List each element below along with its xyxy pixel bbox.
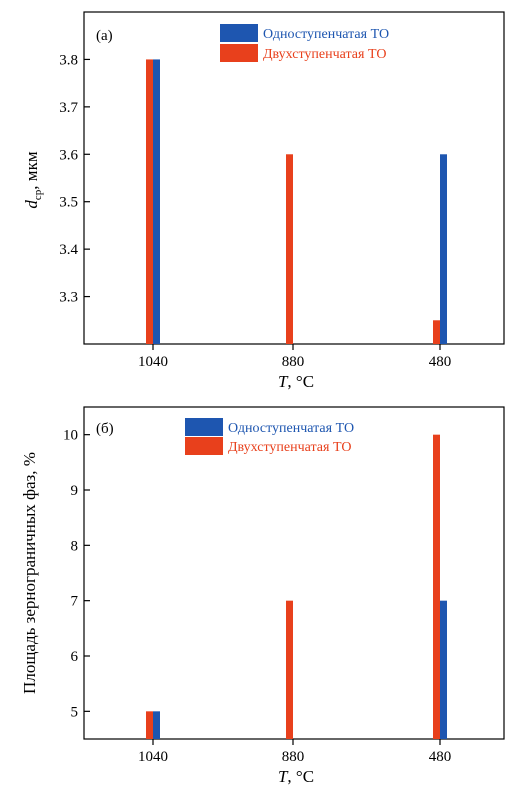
panel-a-legend-label-double: Двухступенчатая ТО bbox=[263, 47, 386, 62]
panel-a-x-ticks: 1040 880 480 bbox=[138, 344, 451, 370]
panel-b-y-ticks: 5 6 7 8 9 10 bbox=[63, 428, 90, 720]
panel-b-bars bbox=[146, 434, 447, 739]
panel-a-y-tick-label: 3.7 bbox=[59, 100, 78, 116]
panel-a-x-tick-label: 1040 bbox=[138, 354, 168, 370]
panel-a-legend: Одноступенчатая ТО Двухступенчатая ТО bbox=[220, 24, 389, 62]
panel-a-y-tick-label: 3.3 bbox=[59, 290, 78, 306]
panel-b-x-axis-label: T, °C bbox=[278, 767, 314, 786]
panel-a-y-tick-label: 3.5 bbox=[59, 195, 78, 211]
panel-b-x-tick-label: 880 bbox=[282, 749, 305, 765]
panel-b-bar-single-480 bbox=[440, 600, 447, 739]
panel-a-bar-single-1040 bbox=[153, 59, 160, 345]
panel-b-legend: Одноступенчатая ТО Двухступенчатая ТО bbox=[185, 418, 354, 455]
panel-a-x-axis-label: T, °C bbox=[278, 372, 314, 391]
panel-a-bar-double-1040 bbox=[146, 59, 153, 345]
panel-b-y-axis-label: Площадь зернограничных фаз, % bbox=[20, 452, 39, 694]
panel-b-x-ticks: 1040 880 480 bbox=[138, 739, 451, 765]
panel-b-label: (б) bbox=[96, 421, 114, 437]
panel-a-bars bbox=[146, 59, 447, 345]
panel-b-legend-swatch-double bbox=[185, 437, 223, 455]
panel-a-y-tick-label: 3.8 bbox=[59, 52, 78, 68]
panel-b-bar-double-480 bbox=[433, 434, 440, 739]
panel-a-plot-frame bbox=[83, 11, 505, 345]
panel-a-legend-swatch-single bbox=[220, 24, 258, 42]
panel-b-legend-label-single: Одноступенчатая ТО bbox=[228, 421, 354, 436]
panel-b-x-tick-label: 480 bbox=[429, 749, 452, 765]
panel-a-y-tick-label: 3.6 bbox=[59, 147, 78, 163]
panel-b-y-tick-label: 7 bbox=[71, 594, 79, 610]
panel-b-x-tick-label: 1040 bbox=[138, 749, 168, 765]
panel-a-bar-double-480 bbox=[433, 320, 440, 344]
panel-b-y-tick-label: 5 bbox=[71, 704, 79, 720]
panel-b-bar-double-880 bbox=[286, 600, 293, 739]
panel-a-label: (a) bbox=[96, 28, 113, 44]
panel-a-y-axis-label: dср, мкм bbox=[22, 151, 44, 208]
panel-a-y-tick-label: 3.4 bbox=[59, 242, 78, 258]
panel-b-legend-swatch-single bbox=[185, 418, 223, 436]
panel-a-bar-double-880 bbox=[286, 154, 293, 344]
panel-b-y-tick-label: 6 bbox=[71, 649, 79, 665]
panel-a-x-tick-label: 480 bbox=[429, 354, 452, 370]
panel-b-y-tick-label: 10 bbox=[63, 428, 78, 444]
panel-b: (б) 5 6 7 8 9 10 1040 880 480 Одноступенчатая Т… bbox=[20, 406, 505, 786]
panel-a-y-ticks: 3.3 3.4 3.5 3.6 3.7 3.8 bbox=[59, 52, 90, 306]
panel-a-legend-swatch-double bbox=[220, 44, 258, 62]
panel-b-y-tick-label: 9 bbox=[71, 483, 79, 499]
panel-b-legend-label-double: Двухступенчатая ТО bbox=[228, 440, 351, 455]
panel-a-bar-single-480 bbox=[440, 154, 447, 344]
panel-b-y-tick-label: 8 bbox=[71, 538, 79, 554]
panel-a-x-tick-label: 880 bbox=[282, 354, 305, 370]
panel-b-bar-double-1040 bbox=[146, 711, 153, 739]
panel-b-bar-single-1040 bbox=[153, 711, 160, 739]
panel-a-legend-label-single: Одноступенчатая ТО bbox=[263, 27, 389, 42]
panel-a: (a) 3.3 3.4 3.5 3.6 3.7 3.8 1040 880 480 Одност… bbox=[22, 11, 505, 391]
panel-b-plot-frame bbox=[83, 406, 505, 740]
